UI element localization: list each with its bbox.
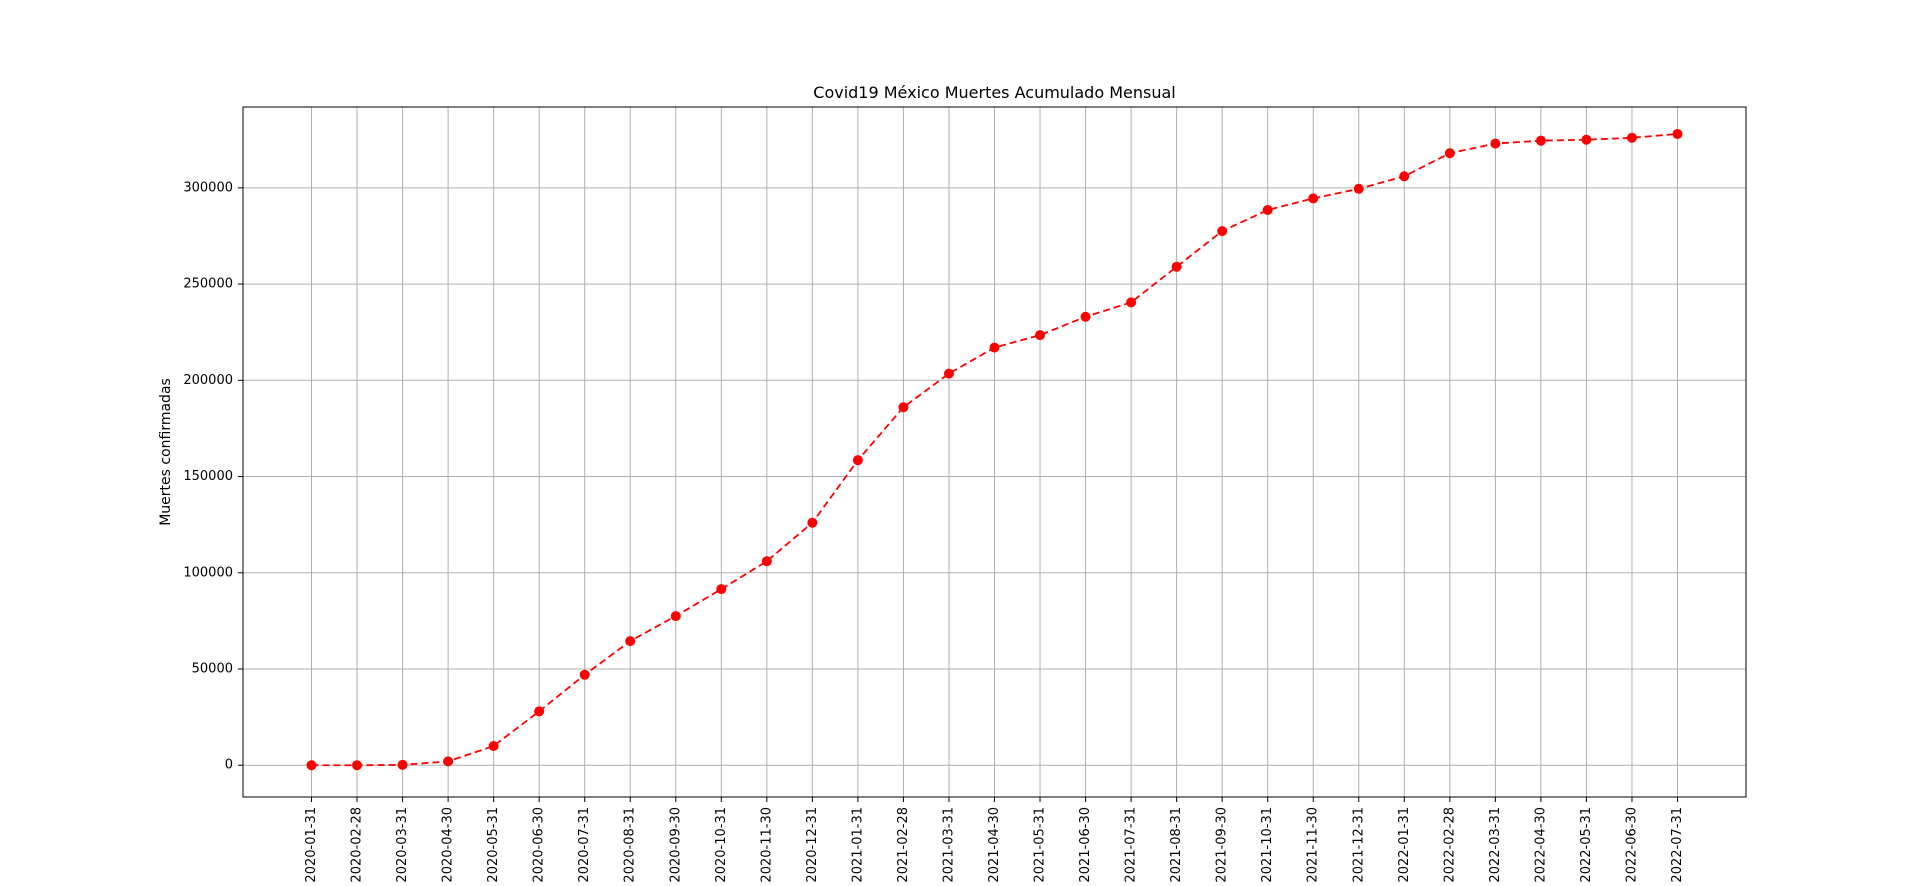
data-point <box>716 584 727 595</box>
x-tick-label: 2020-07-31 <box>577 807 592 883</box>
x-tick-label: 2020-09-30 <box>668 807 683 883</box>
y-axis-label: Muertes confirmadas <box>158 378 174 526</box>
chart-title: Covid19 México Muertes Acumulado Mensual <box>813 83 1175 102</box>
x-tick-label: 2021-12-31 <box>1351 807 1366 883</box>
data-point <box>1399 171 1410 182</box>
x-tick-label: 2022-05-31 <box>1579 807 1594 883</box>
data-point <box>761 556 772 567</box>
y-tick-label: 300000 <box>183 180 233 195</box>
y-tick-label: 100000 <box>183 565 233 580</box>
data-point <box>1080 311 1091 322</box>
data-point <box>1581 134 1592 145</box>
data-point <box>670 611 681 622</box>
data-point <box>1035 330 1046 341</box>
data-point <box>1490 138 1501 149</box>
data-point <box>352 760 363 771</box>
x-tick-label: 2022-04-30 <box>1533 807 1548 883</box>
data-point <box>1126 297 1137 308</box>
x-tick-label: 2020-03-31 <box>395 807 410 883</box>
x-tick-label: 2021-02-28 <box>896 807 911 883</box>
x-tick-label: 2020-10-31 <box>714 807 729 883</box>
x-tick-label: 2020-06-30 <box>532 807 547 883</box>
data-point <box>943 368 954 379</box>
x-tick-label: 2022-06-30 <box>1624 807 1639 883</box>
x-tick-label: 2020-04-30 <box>441 807 456 883</box>
data-point <box>1217 226 1228 237</box>
x-tick-label: 2022-02-28 <box>1442 807 1457 883</box>
x-tick-label: 2022-03-31 <box>1488 807 1503 883</box>
grid <box>243 107 1746 797</box>
y-tick-label: 0 <box>225 758 233 773</box>
data-point <box>1535 135 1546 146</box>
data-point <box>1353 183 1364 194</box>
y-tick-label: 150000 <box>183 469 233 484</box>
x-tick-label: 2021-03-31 <box>941 807 956 883</box>
data-point <box>989 342 1000 353</box>
x-tick-label: 2022-07-31 <box>1670 807 1685 883</box>
x-tick-label: 2020-08-31 <box>623 807 638 883</box>
y-tick-label: 50000 <box>192 662 233 677</box>
x-tick-label: 2021-05-31 <box>1033 807 1048 883</box>
series-layer <box>306 128 1683 771</box>
x-tick-label: 2020-12-31 <box>805 807 820 883</box>
x-tick-label: 2020-01-31 <box>304 807 319 883</box>
data-point <box>1171 261 1182 272</box>
data-point <box>534 706 545 717</box>
y-tick-label: 250000 <box>183 277 233 292</box>
data-point <box>443 756 454 767</box>
x-tick-label: 2021-07-31 <box>1124 807 1139 883</box>
x-tick-label: 2021-11-30 <box>1306 807 1321 883</box>
data-point <box>488 740 499 751</box>
x-tick-label: 2022-01-31 <box>1397 807 1412 883</box>
data-point <box>1626 132 1637 143</box>
data-point <box>306 760 317 771</box>
x-tick-label: 2021-09-30 <box>1215 807 1230 883</box>
x-tick-label: 2021-08-31 <box>1169 807 1184 883</box>
x-tick-label: 2021-04-30 <box>987 807 1002 883</box>
data-point <box>397 759 408 770</box>
data-point <box>807 517 818 528</box>
data-point <box>579 669 590 680</box>
data-point <box>1672 128 1683 139</box>
x-tick-label: 2020-02-28 <box>350 807 365 883</box>
data-point <box>852 455 863 466</box>
x-tick-label: 2020-11-30 <box>759 807 774 883</box>
axis-ticks: 2020-01-31 2020-02-28 2020-03-31 2020-04-30… <box>183 180 1685 882</box>
x-tick-label: 2021-06-30 <box>1078 807 1093 883</box>
x-tick-label: 2021-01-31 <box>850 807 865 883</box>
data-point <box>1444 148 1455 159</box>
x-tick-label: 2020-05-31 <box>486 807 501 883</box>
y-tick-label: 200000 <box>183 373 233 388</box>
x-tick-label: 2021-10-31 <box>1260 807 1275 883</box>
data-point <box>898 402 909 413</box>
data-point <box>1262 204 1273 215</box>
data-point <box>1308 193 1319 204</box>
data-point <box>625 636 636 647</box>
